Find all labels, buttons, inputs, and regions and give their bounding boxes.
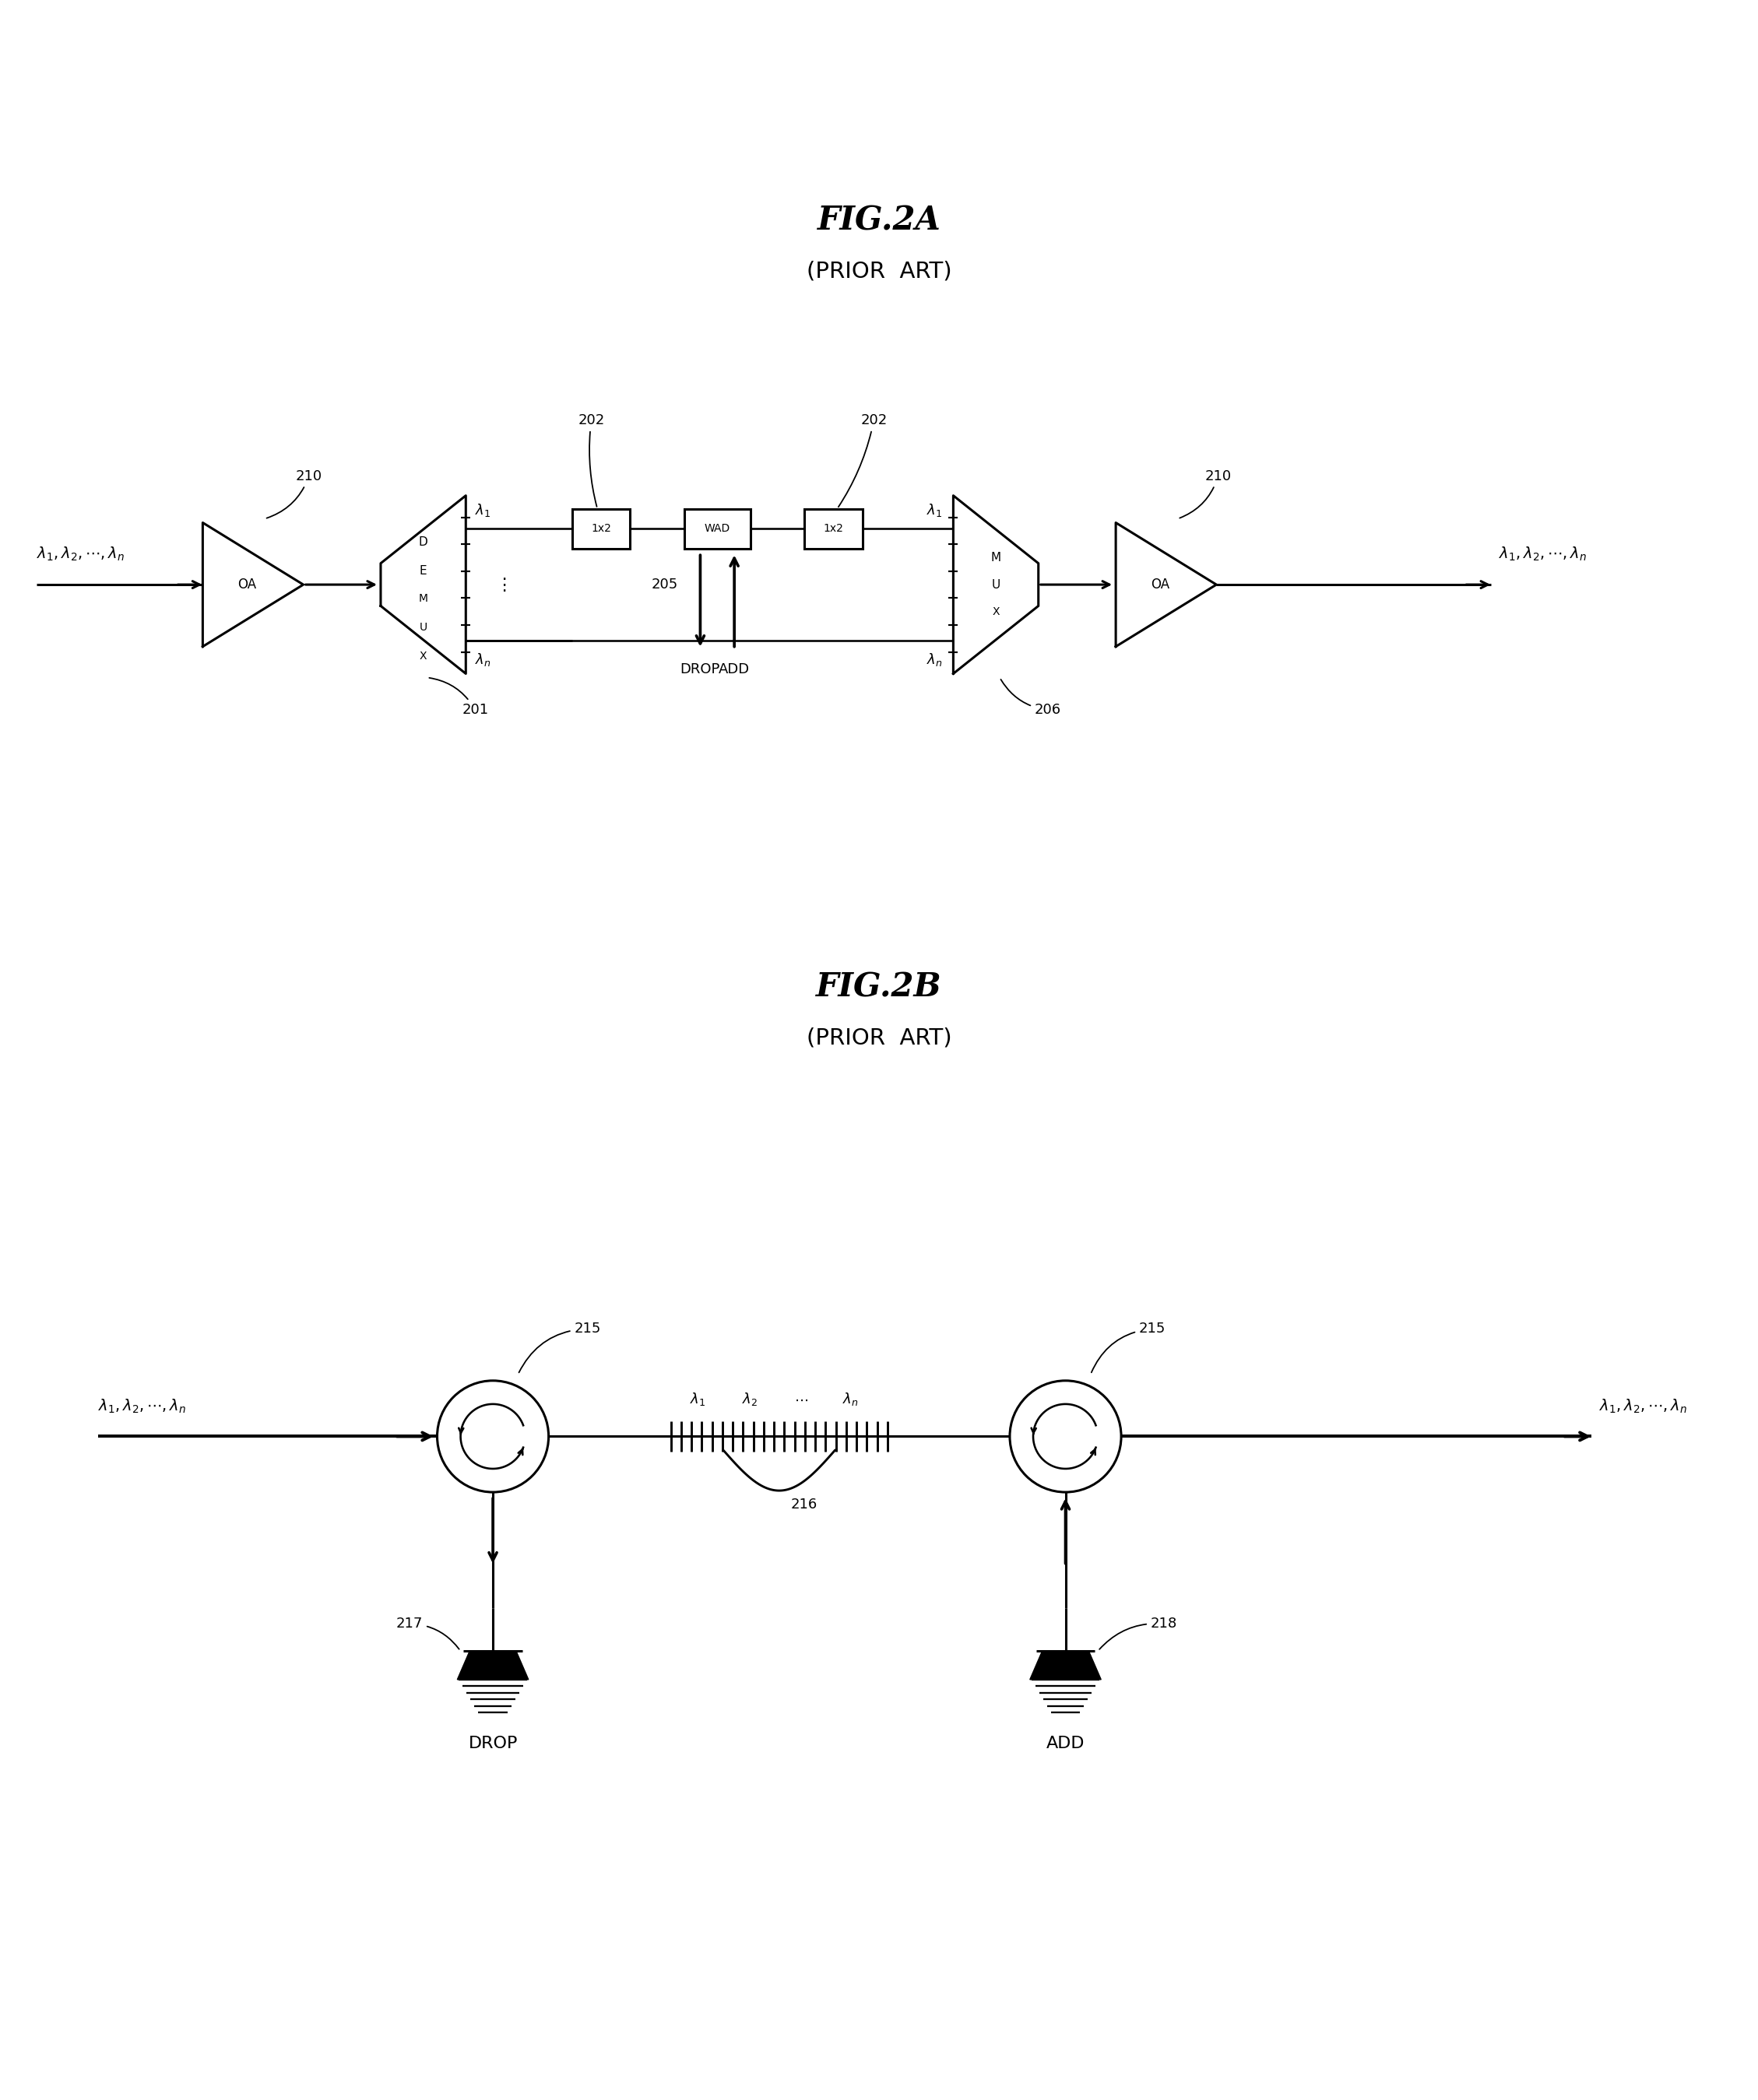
Text: X: X xyxy=(992,607,1000,617)
Bar xyxy=(684,508,751,548)
Text: 215: 215 xyxy=(1092,1321,1166,1373)
Text: 201: 201 xyxy=(429,678,489,716)
Text: (PRIOR  ART): (PRIOR ART) xyxy=(807,1027,951,1048)
Text: $\lambda_2$: $\lambda_2$ xyxy=(742,1390,758,1407)
Text: DROP: DROP xyxy=(468,1737,517,1751)
Text: 216: 216 xyxy=(791,1497,817,1512)
Bar xyxy=(805,508,863,548)
Text: X: X xyxy=(420,651,427,662)
Text: 1x2: 1x2 xyxy=(591,523,612,533)
Text: $\vdots$: $\vdots$ xyxy=(496,575,506,592)
Text: WAD: WAD xyxy=(705,523,730,533)
Text: E: E xyxy=(420,565,427,578)
Text: M: M xyxy=(992,552,1000,563)
Text: OA: OA xyxy=(1150,578,1169,592)
Text: DROP: DROP xyxy=(680,662,721,676)
Text: FIG.2B: FIG.2B xyxy=(816,970,942,1004)
Text: OA: OA xyxy=(237,578,257,592)
Text: $\lambda_n$: $\lambda_n$ xyxy=(842,1390,858,1407)
Bar xyxy=(571,508,629,548)
Text: 202: 202 xyxy=(839,414,888,506)
Text: $\lambda_1$: $\lambda_1$ xyxy=(691,1390,707,1407)
Polygon shape xyxy=(457,1651,529,1680)
Text: $\lambda_1, \lambda_2, \cdots, \lambda_n$: $\lambda_1, \lambda_2, \cdots, \lambda_n… xyxy=(98,1396,186,1415)
Text: ADD: ADD xyxy=(1046,1737,1085,1751)
Text: (PRIOR  ART): (PRIOR ART) xyxy=(807,260,951,281)
Text: 215: 215 xyxy=(519,1321,601,1373)
Text: $\lambda_1, \lambda_2, \cdots, \lambda_n$: $\lambda_1, \lambda_2, \cdots, \lambda_n… xyxy=(37,546,125,563)
Text: ADD: ADD xyxy=(719,662,751,676)
Text: U: U xyxy=(420,622,427,632)
Text: $\lambda_1$: $\lambda_1$ xyxy=(475,502,490,519)
Text: U: U xyxy=(992,580,1000,590)
Text: M: M xyxy=(418,592,427,605)
Text: 218: 218 xyxy=(1099,1617,1178,1649)
Text: $\cdots$: $\cdots$ xyxy=(795,1392,809,1407)
Text: $\lambda_n$: $\lambda_n$ xyxy=(475,651,490,668)
Text: 206: 206 xyxy=(1000,680,1062,716)
Text: D: D xyxy=(418,536,427,548)
Text: $\lambda_1$: $\lambda_1$ xyxy=(926,502,942,519)
Text: 210: 210 xyxy=(267,468,322,519)
Text: 202: 202 xyxy=(578,414,605,506)
Text: $\lambda_1, \lambda_2, \cdots, \lambda_n$: $\lambda_1, \lambda_2, \cdots, \lambda_n… xyxy=(1600,1396,1688,1415)
Text: 217: 217 xyxy=(396,1617,459,1649)
Text: FIG.2A: FIG.2A xyxy=(817,204,941,237)
Text: 205: 205 xyxy=(652,578,679,592)
Text: $\lambda_n$: $\lambda_n$ xyxy=(926,651,942,668)
Polygon shape xyxy=(1030,1651,1101,1680)
Text: $\lambda_1, \lambda_2, \cdots, \lambda_n$: $\lambda_1, \lambda_2, \cdots, \lambda_n… xyxy=(1500,546,1587,563)
Text: 210: 210 xyxy=(1180,468,1231,519)
Text: 1x2: 1x2 xyxy=(823,523,844,533)
